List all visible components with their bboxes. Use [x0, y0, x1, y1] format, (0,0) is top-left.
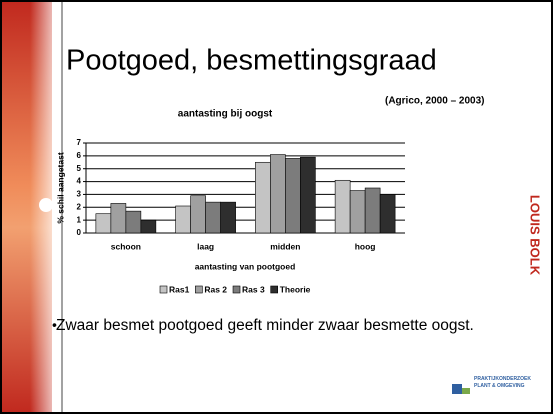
logo-bottom: PRAKTIJKONDERZOEK PLANT & OMGEVING [474, 376, 531, 389]
y-tick-label: 2 [77, 202, 82, 211]
x-axis-label: aantasting van pootgoed [195, 261, 296, 271]
legend-swatch [270, 285, 279, 294]
bar [190, 195, 206, 234]
logo-icon-2 [462, 388, 470, 394]
legend-label: Ras1 [169, 284, 190, 294]
x-tick-label: laag [197, 241, 214, 251]
bar [95, 213, 112, 234]
bar [300, 156, 316, 234]
dot [39, 198, 53, 212]
bar [334, 179, 351, 234]
slide-title: Pootgoed, besmettingsgraad [66, 45, 437, 77]
x-tick-label: midden [270, 241, 300, 251]
logo-right: LOUIS BOLK [528, 195, 543, 276]
bar [205, 201, 221, 234]
logo-icon [452, 384, 462, 394]
legend-label: Ras 3 [242, 284, 265, 294]
bar [220, 201, 236, 234]
bar [140, 219, 157, 234]
y-tick-label: 6 [77, 151, 82, 160]
legend-swatch [159, 285, 168, 294]
y-axis-label: % schil aangetast [55, 152, 65, 224]
bar [349, 190, 366, 234]
y-tick-label: 3 [77, 190, 82, 199]
y-tick-label: 7 [77, 138, 82, 147]
legend-swatch [195, 285, 203, 294]
y-tick-label: 1 [77, 215, 82, 224]
y-tick-label: 0 [77, 228, 82, 237]
bar [285, 158, 301, 234]
legend-label: Ras 2 [204, 284, 227, 294]
chart-title: aantasting bij oogst [178, 109, 273, 120]
bullet-dot: • [52, 317, 57, 333]
x-tick-label: hoog [355, 241, 376, 251]
bar [255, 161, 271, 234]
bullet-text: Zwaar besmet pootgoed geeft minder zwaar… [56, 317, 474, 334]
legend-swatch [232, 285, 241, 294]
y-tick-label: 4 [77, 177, 82, 186]
bullet-box: Zwaar besmet pootgoed geeft minder zwaar… [56, 317, 474, 334]
bar [364, 187, 381, 234]
bar [270, 154, 286, 234]
legend-label: Theorie [280, 284, 311, 294]
x-tick-label: schoon [111, 241, 141, 251]
bar [125, 210, 142, 234]
y-tick-label: 5 [77, 164, 82, 173]
bar [175, 205, 191, 234]
logo-bottom-box: PRAKTIJKONDERZOEK PLANT & OMGEVING [474, 376, 531, 389]
bar [110, 203, 127, 234]
bar [379, 194, 396, 234]
source: (Agrico, 2000 – 2003) [385, 96, 485, 107]
